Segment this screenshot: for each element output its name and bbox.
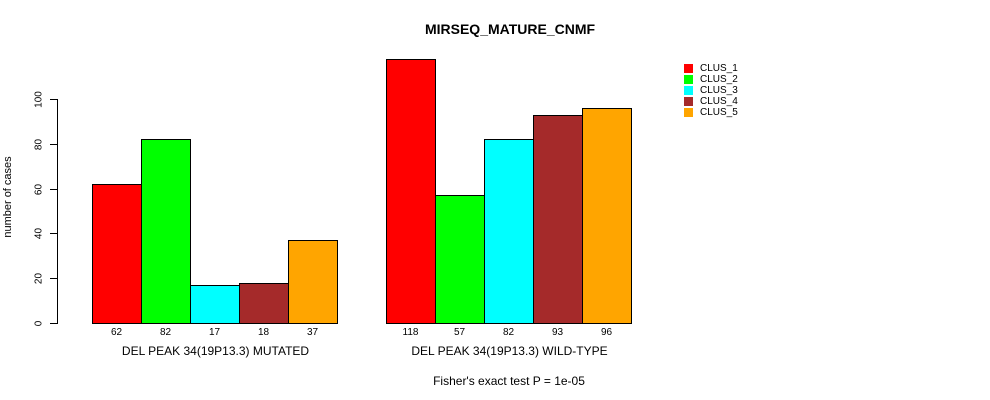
legend-label: CLUS_4 — [700, 96, 738, 107]
bar-value-label: 93 — [551, 327, 564, 338]
bar — [239, 283, 289, 324]
bar — [288, 240, 338, 324]
legend-item: CLUS_5 — [684, 107, 738, 118]
legend: CLUS_1 CLUS_2 CLUS_3 CLUS_4 CLUS_5 — [684, 63, 738, 118]
y-tick — [50, 188, 57, 190]
legend-swatch-icon — [684, 86, 693, 95]
y-tick-label: 100 — [33, 91, 45, 108]
bar-value-label: 118 — [402, 327, 419, 338]
bar-value-label: 17 — [208, 327, 221, 338]
bar-value-label: 62 — [110, 327, 123, 338]
bar-value-label: 82 — [159, 327, 172, 338]
y-axis-line — [57, 99, 58, 324]
annotation-text: Fisher's exact test P = 1e-05 — [433, 374, 585, 388]
legend-item: CLUS_2 — [684, 74, 738, 85]
bar — [533, 115, 583, 324]
y-tick — [50, 278, 57, 280]
bar — [484, 139, 534, 324]
bar — [92, 184, 142, 324]
y-tick — [50, 99, 57, 100]
chart-title: MIRSEQ_MATURE_CNMF — [424, 21, 596, 37]
legend-swatch-icon — [684, 97, 693, 106]
y-tick — [50, 143, 57, 145]
bar-value-label: 96 — [600, 327, 613, 338]
legend-item: CLUS_3 — [684, 85, 738, 96]
legend-swatch-icon — [684, 64, 693, 73]
bar — [141, 139, 191, 324]
bar-value-label: 57 — [453, 327, 466, 338]
y-tick — [50, 233, 57, 235]
legend-label: CLUS_3 — [700, 85, 738, 96]
y-tick — [50, 323, 57, 324]
y-tick-label: 20 — [33, 273, 45, 285]
y-tick-label: 60 — [33, 183, 45, 195]
y-tick-label: 80 — [33, 138, 45, 150]
bar — [386, 59, 436, 324]
bar-value-label: 18 — [257, 327, 270, 338]
bar-value-label: 37 — [306, 327, 319, 338]
legend-swatch-icon — [684, 75, 693, 84]
legend-label: CLUS_2 — [700, 74, 738, 85]
legend-label: CLUS_5 — [700, 107, 738, 118]
y-axis-label: number of cases — [2, 156, 14, 238]
legend-item: CLUS_4 — [684, 96, 738, 107]
y-tick-label: 40 — [33, 228, 45, 240]
bar — [190, 285, 240, 324]
legend-label: CLUS_1 — [700, 63, 738, 74]
legend-item: CLUS_1 — [684, 63, 738, 74]
bar — [435, 195, 485, 324]
group-label: DEL PEAK 34(19P13.3) MUTATED — [121, 344, 310, 358]
group-label: DEL PEAK 34(19P13.3) WILD-TYPE — [411, 344, 608, 358]
y-tick-label: 0 — [33, 320, 45, 327]
legend-swatch-icon — [684, 108, 693, 117]
bar — [582, 108, 632, 324]
bar-value-label: 82 — [502, 327, 515, 338]
